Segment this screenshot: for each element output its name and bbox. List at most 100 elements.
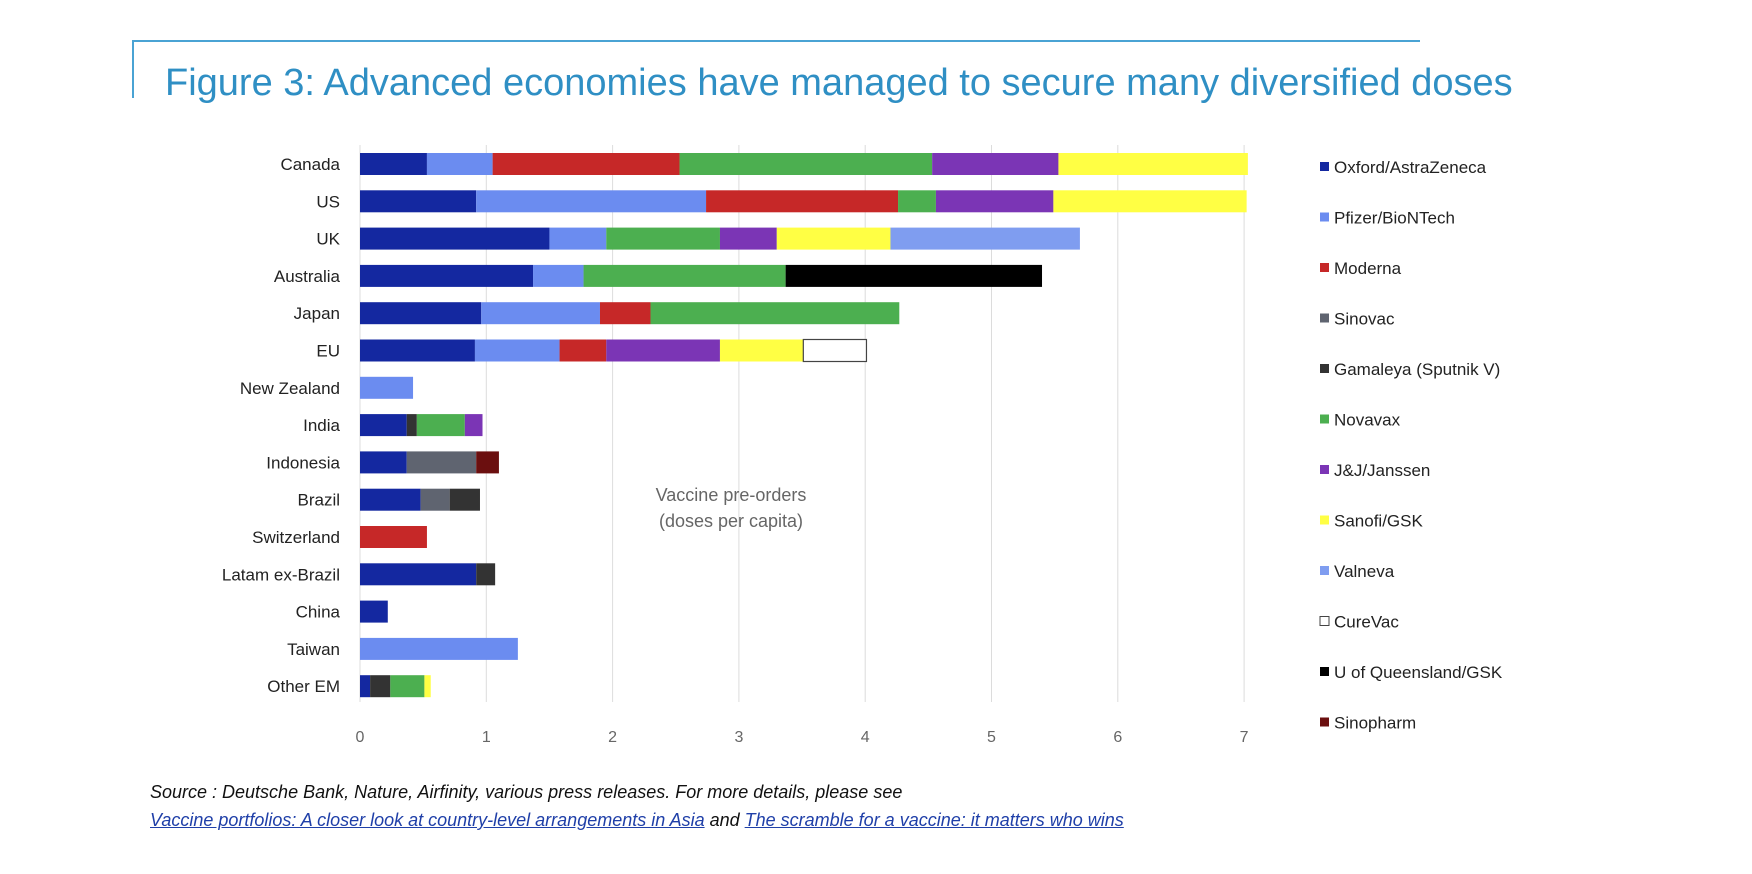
x-tick-label-2: 2 bbox=[608, 729, 617, 746]
bar-uk-sanofi-gsk bbox=[776, 227, 891, 250]
bar-uk-novavax bbox=[606, 227, 720, 250]
bar-uk-valneva bbox=[890, 227, 1080, 250]
bar-brazil-gamaleya-sputnik-v bbox=[449, 488, 480, 511]
bar-australia-pfizer-biontech bbox=[533, 264, 584, 287]
legend-label-sinopharm: Sinopharm bbox=[1334, 714, 1416, 733]
bar-us-novavax bbox=[898, 190, 936, 213]
bar-uk-oxford-astrazeneca bbox=[360, 227, 550, 250]
category-label-japan: Japan bbox=[294, 304, 340, 323]
bar-eu-sanofi-gsk bbox=[719, 339, 804, 362]
legend-label-sinovac: Sinovac bbox=[1334, 310, 1395, 329]
bar-india-novavax bbox=[416, 414, 465, 437]
bar-japan-novavax bbox=[650, 302, 900, 325]
category-label-taiwan: Taiwan bbox=[287, 640, 340, 659]
bar-eu-j-j-janssen bbox=[606, 339, 720, 362]
legend-swatch-sanofi-gsk bbox=[1320, 515, 1329, 525]
legend-label-u-of-queensland-gsk: U of Queensland/GSK bbox=[1334, 663, 1503, 682]
annotation-line-2: (doses per capita) bbox=[659, 511, 803, 531]
source-joiner: and bbox=[704, 810, 745, 830]
source-note: Source : Deutsche Bank, Nature, Airfinit… bbox=[150, 778, 1124, 834]
legend-swatch-sinovac bbox=[1320, 313, 1329, 323]
legend-swatch-novavax bbox=[1320, 414, 1329, 424]
bar-latam-ex-brazil-oxford-astrazeneca bbox=[360, 563, 477, 586]
bar-other-em-gamaleya-sputnik-v bbox=[370, 675, 391, 698]
bar-australia-novavax bbox=[583, 264, 786, 287]
bar-australia-oxford-astrazeneca bbox=[360, 264, 534, 287]
bar-taiwan-pfizer-biontech bbox=[360, 637, 518, 660]
legend-swatch-sinopharm bbox=[1320, 717, 1329, 727]
category-label-us: US bbox=[316, 192, 340, 211]
bar-canada-novavax bbox=[679, 153, 933, 175]
legend-swatch-gamaleya-sputnik-v bbox=[1320, 364, 1329, 373]
category-label-switzerland: Switzerland bbox=[252, 528, 340, 547]
legend-label-sanofi-gsk: Sanofi/GSK bbox=[1334, 512, 1423, 531]
bar-japan-pfizer-biontech bbox=[481, 302, 600, 325]
bar-brazil-oxford-astrazeneca bbox=[360, 488, 421, 511]
legend-label-curevac: CureVac bbox=[1334, 613, 1399, 632]
bar-other-em-sanofi-gsk bbox=[424, 675, 431, 698]
bar-eu-pfizer-biontech bbox=[474, 339, 560, 362]
category-label-latam-ex-brazil: Latam ex-Brazil bbox=[222, 565, 340, 584]
legend-swatch-u-of-queensland-gsk bbox=[1320, 667, 1329, 676]
legend-swatch-oxford-astrazeneca bbox=[1320, 162, 1329, 171]
legend-swatch-j-j-janssen bbox=[1320, 465, 1329, 474]
bar-brazil-sinovac bbox=[420, 488, 450, 511]
bar-other-em-oxford-astrazeneca bbox=[360, 675, 371, 698]
bar-canada-sanofi-gsk bbox=[1058, 153, 1248, 175]
bar-uk-pfizer-biontech bbox=[549, 227, 607, 250]
bar-canada-oxford-astrazeneca bbox=[360, 153, 427, 175]
source-link-vaccine-portfolios[interactable]: Vaccine portfolios: A closer look at cou… bbox=[150, 810, 705, 830]
bar-eu-moderna bbox=[559, 339, 607, 362]
figure-title: Figure 3: Advanced economies have manage… bbox=[165, 62, 1513, 104]
category-label-uk: UK bbox=[316, 230, 340, 249]
bar-canada-j-j-janssen bbox=[932, 153, 1059, 175]
source-link-scramble-for-vaccine[interactable]: The scramble for a vaccine: it matters w… bbox=[744, 810, 1124, 830]
x-tick-label-3: 3 bbox=[734, 729, 743, 746]
bars bbox=[360, 153, 1248, 698]
bar-australia-u-of-queensland-gsk bbox=[785, 264, 1043, 287]
x-tick-label-1: 1 bbox=[482, 729, 491, 746]
bar-canada-pfizer-biontech bbox=[426, 153, 493, 175]
bar-india-gamaleya-sputnik-v bbox=[406, 414, 417, 437]
bar-india-j-j-janssen bbox=[464, 414, 483, 437]
x-tick-labels: 0 1 2 3 4 5 6 7 bbox=[356, 729, 1249, 746]
category-labels: Canada US UK Australia Japan EU New Zealand Ind… bbox=[222, 155, 341, 696]
bar-indonesia-sinovac bbox=[406, 451, 477, 474]
bar-us-moderna bbox=[706, 190, 899, 213]
bar-indonesia-sinopharm bbox=[476, 451, 499, 474]
legend-label-oxford-astrazeneca: Oxford/AstraZeneca bbox=[1334, 158, 1487, 177]
x-tick-label-0: 0 bbox=[356, 729, 365, 746]
x-tick-label-4: 4 bbox=[861, 729, 870, 746]
bar-other-em-novavax bbox=[390, 675, 425, 698]
bar-canada-moderna bbox=[492, 153, 680, 175]
bar-china-oxford-astrazeneca bbox=[360, 600, 388, 623]
bar-india-oxford-astrazeneca bbox=[360, 414, 407, 437]
legend: Oxford/AstraZeneca Pfizer/BioNTech Moderna… bbox=[1319, 158, 1503, 733]
x-tick-label-6: 6 bbox=[1113, 729, 1122, 746]
bar-us-j-j-janssen bbox=[935, 190, 1054, 213]
frame-top-rule bbox=[132, 40, 1420, 42]
source-links: Vaccine portfolios: A closer look at cou… bbox=[150, 806, 1124, 834]
legend-label-valneva: Valneva bbox=[1334, 562, 1395, 581]
legend-swatch-pfizer-biontech bbox=[1320, 212, 1329, 222]
bar-indonesia-oxford-astrazeneca bbox=[360, 451, 407, 474]
x-tick-label-5: 5 bbox=[987, 729, 996, 746]
bar-us-pfizer-biontech bbox=[476, 190, 707, 213]
legend-label-gamaleya-sputnik-v: Gamaleya (Sputnik V) bbox=[1334, 360, 1500, 379]
legend-label-novavax: Novavax bbox=[1334, 411, 1401, 430]
legend-swatch-moderna bbox=[1320, 263, 1329, 272]
category-label-canada: Canada bbox=[280, 155, 340, 174]
frame-left-rule bbox=[132, 40, 134, 98]
bar-japan-moderna bbox=[599, 302, 651, 325]
annotation-line-1: Vaccine pre-orders bbox=[656, 485, 807, 505]
bar-latam-ex-brazil-gamaleya-sputnik-v bbox=[476, 563, 496, 586]
x-tick-label-7: 7 bbox=[1240, 729, 1249, 746]
category-label-other-em: Other EM bbox=[267, 677, 340, 696]
category-label-australia: Australia bbox=[274, 267, 341, 286]
bar-switzerland-moderna bbox=[360, 526, 427, 548]
category-label-new-zealand: New Zealand bbox=[240, 379, 340, 398]
bar-uk-j-j-janssen bbox=[719, 227, 777, 250]
bar-eu-curevac bbox=[802, 338, 868, 363]
bar-new-zealand-pfizer-biontech bbox=[360, 376, 414, 399]
